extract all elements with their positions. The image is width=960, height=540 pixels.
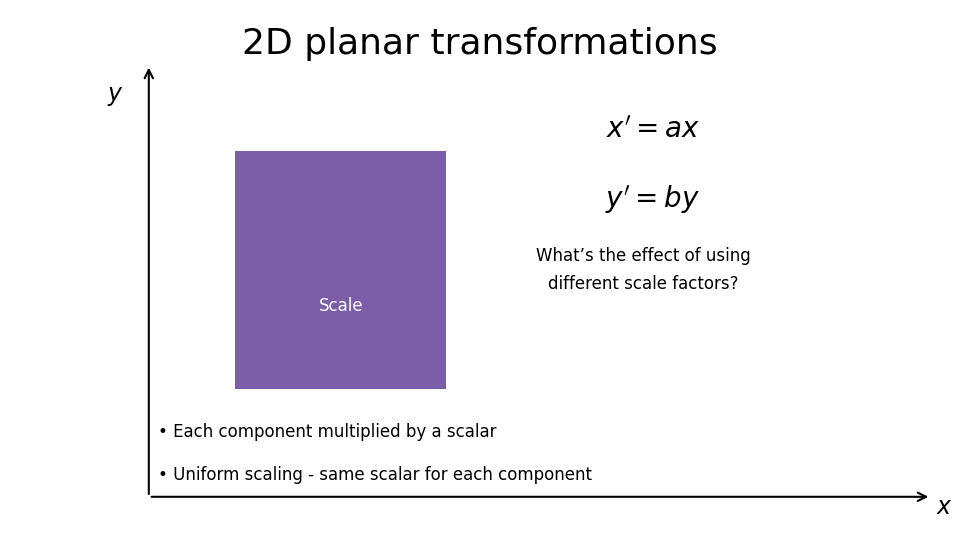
Text: • Each component multiplied by a scalar: • Each component multiplied by a scalar — [158, 423, 497, 441]
Bar — [235, 151, 446, 389]
Text: 2D planar transformations: 2D planar transformations — [242, 27, 718, 61]
Text: $y' = by$: $y' = by$ — [606, 184, 700, 216]
Text: What’s the effect of using
different scale factors?: What’s the effect of using different sca… — [536, 247, 751, 293]
Text: $x' = ax$: $x' = ax$ — [606, 116, 700, 143]
Text: $x$: $x$ — [936, 496, 952, 519]
Text: Scale: Scale — [319, 296, 363, 315]
Text: • Uniform scaling - same scalar for each component: • Uniform scaling - same scalar for each… — [158, 466, 592, 484]
Text: $y$: $y$ — [107, 85, 124, 108]
